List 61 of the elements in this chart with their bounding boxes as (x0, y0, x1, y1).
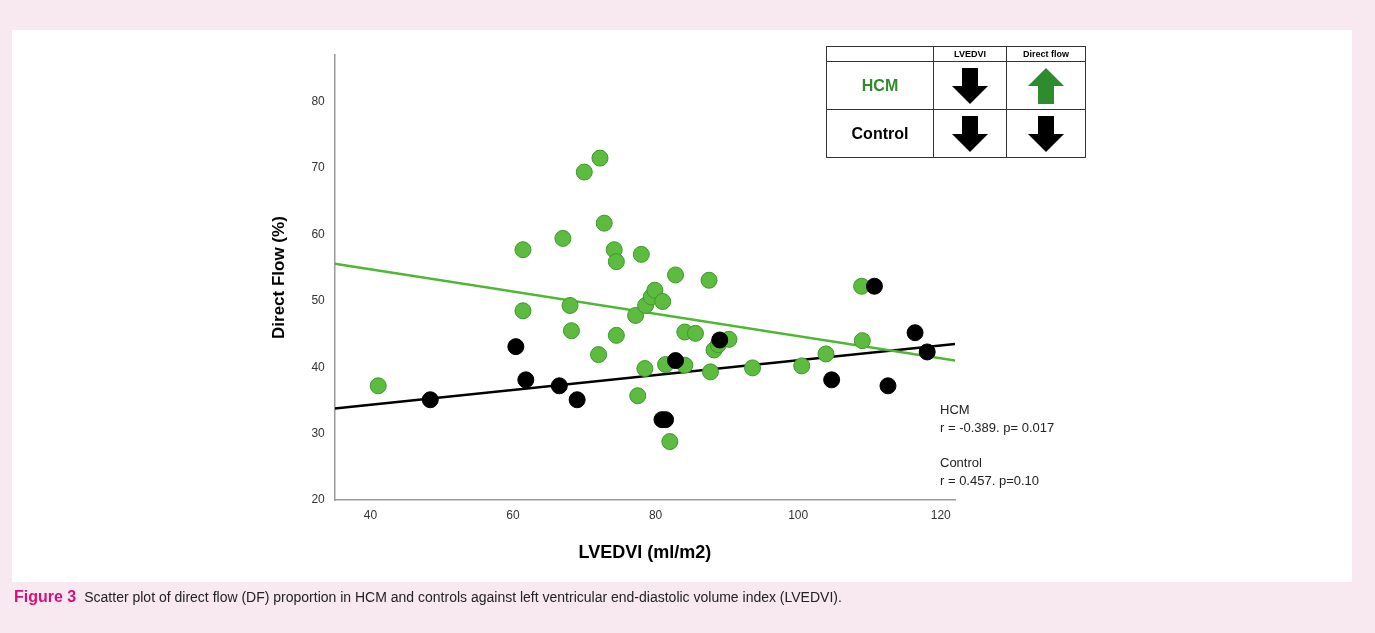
point (646, 281, 664, 299)
point (554, 229, 572, 247)
y-tick-label: 60 (311, 226, 326, 241)
point (701, 363, 719, 381)
point (575, 163, 593, 181)
point (514, 241, 532, 259)
annotation: Control r = 0.457. p=0.10 (940, 454, 1040, 490)
point (865, 277, 883, 295)
point (629, 387, 647, 405)
point (632, 245, 650, 263)
y-tick-label: 40 (311, 359, 326, 374)
point (590, 346, 608, 364)
point (793, 357, 811, 375)
x-tick-label: 80 (648, 507, 663, 522)
point (667, 352, 685, 370)
point (507, 338, 525, 356)
x-tick-label: 100 (788, 507, 809, 522)
point (562, 322, 580, 340)
point (918, 343, 936, 361)
text: Direct flow (1006, 46, 1086, 62)
y-tick-label: 80 (311, 93, 326, 108)
point (667, 266, 685, 284)
y-tick-label: 20 (311, 492, 326, 507)
x-axis-title: LVEDVI (ml/m2) (578, 542, 712, 563)
annotation: LVEDVI (933, 46, 1007, 62)
point (369, 377, 387, 395)
point (591, 149, 609, 167)
point (514, 302, 532, 320)
point (607, 326, 625, 344)
point (711, 331, 729, 349)
caption: Figure 3 (14, 588, 77, 605)
y-axis-title: Direct Flow (%) (268, 216, 288, 339)
point (517, 371, 535, 389)
point (421, 391, 439, 409)
y-tick-label: 30 (311, 425, 326, 440)
text: Scatter plot of direct flow (DF) proportion in HCM and controls against left ventricular end-diastolic volume index (LVEDVI). (84, 589, 842, 605)
point (568, 391, 586, 409)
y-tick-label: 50 (311, 293, 326, 308)
point (823, 371, 841, 389)
point (561, 296, 579, 314)
point (595, 214, 613, 232)
point (853, 332, 871, 350)
point (607, 253, 625, 271)
point (906, 324, 924, 342)
annotation: HCM r = -0.389. p= 0.017 (940, 401, 1055, 437)
y-tick-label: 70 (311, 160, 326, 175)
point (661, 433, 679, 451)
point (744, 359, 762, 377)
point (700, 271, 718, 289)
text: HCM (826, 61, 934, 110)
x-tick-label: 60 (506, 507, 520, 522)
point (636, 360, 654, 378)
point (879, 377, 897, 395)
point (627, 306, 645, 324)
x-tick-label: 120 (930, 507, 952, 522)
point (654, 293, 672, 310)
x-tick-label: 40 (363, 507, 378, 522)
point (686, 324, 704, 342)
point (817, 345, 835, 363)
point (550, 377, 568, 395)
text: Control (826, 109, 934, 158)
